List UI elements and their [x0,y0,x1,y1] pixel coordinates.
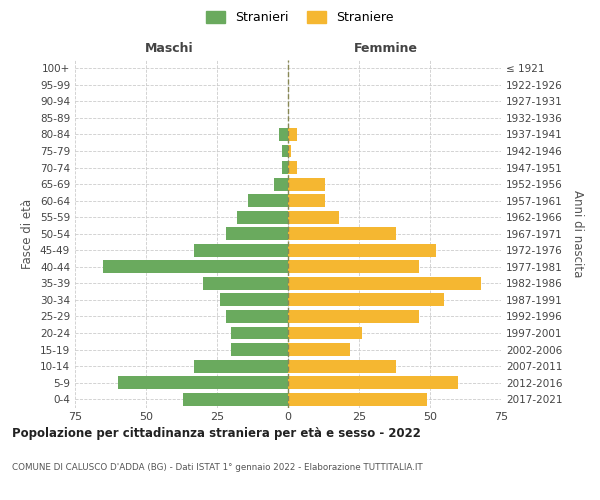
Bar [288,260,419,274]
Bar [288,244,436,257]
Bar [220,294,288,306]
Bar [288,277,481,290]
Bar [288,194,325,207]
Bar [288,161,296,174]
Bar [288,393,427,406]
Bar [280,128,288,141]
Bar [288,376,458,389]
Bar [231,343,288,356]
Bar [288,178,325,190]
Bar [203,277,288,290]
Text: Maschi: Maschi [145,42,193,55]
Bar [183,393,288,406]
Legend: Stranieri, Straniere: Stranieri, Straniere [202,6,398,29]
Bar [288,210,339,224]
Bar [226,310,288,323]
Text: Femmine: Femmine [354,42,418,55]
Bar [194,360,288,372]
Bar [283,144,288,158]
Y-axis label: Anni di nascita: Anni di nascita [571,190,584,278]
Bar [237,210,288,224]
Bar [288,128,296,141]
Bar [283,161,288,174]
Bar [194,244,288,257]
Bar [288,343,350,356]
Text: COMUNE DI CALUSCO D'ADDA (BG) - Dati ISTAT 1° gennaio 2022 - Elaborazione TUTTIT: COMUNE DI CALUSCO D'ADDA (BG) - Dati IST… [12,462,423,471]
Bar [103,260,288,274]
Bar [288,326,362,340]
Bar [288,360,396,372]
Bar [288,228,396,240]
Bar [226,228,288,240]
Bar [248,194,288,207]
Bar [288,310,419,323]
Text: Popolazione per cittadinanza straniera per età e sesso - 2022: Popolazione per cittadinanza straniera p… [12,428,421,440]
Y-axis label: Fasce di età: Fasce di età [22,198,34,269]
Bar [288,294,444,306]
Bar [118,376,288,389]
Bar [274,178,288,190]
Bar [231,326,288,340]
Bar [288,144,291,158]
